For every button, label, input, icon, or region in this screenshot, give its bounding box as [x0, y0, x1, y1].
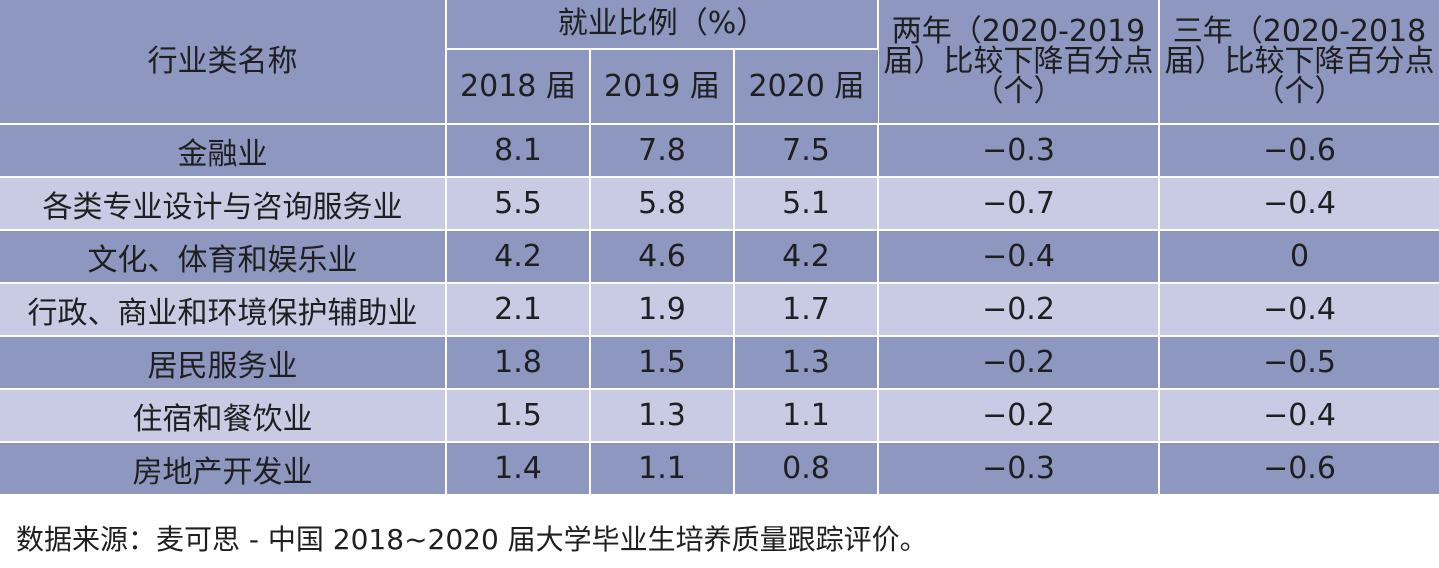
- table-header: 行业类名称 就业比例（%） 两年（2020-2019 届）比较下降百分点（个） …: [0, 0, 1439, 125]
- cell-two-year-change: −0.3: [878, 442, 1160, 496]
- table-body: 金融业 8.1 7.8 7.5 −0.3 −0.6 各类专业设计与咨询服务业 5…: [0, 124, 1439, 496]
- cell-2020: 1.3: [734, 336, 879, 390]
- header-employment-ratio: 就业比例（%）: [446, 0, 879, 50]
- table-row: 行政、商业和环境保护辅助业 2.1 1.9 1.7 −0.2 −0.4: [0, 283, 1439, 337]
- table-row: 住宿和餐饮业 1.5 1.3 1.1 −0.2 −0.4: [0, 389, 1439, 443]
- cell-2020: 1.7: [734, 283, 879, 337]
- header-year-2020: 2020 届: [734, 49, 878, 125]
- cell-2018: 1.5: [446, 389, 591, 443]
- cell-three-year-change: 0: [1159, 230, 1439, 284]
- header-row-2: 2018 届 2019 届 2020 届: [0, 49, 1439, 125]
- cell-two-year-change: −0.7: [878, 177, 1160, 231]
- table-row: 居民服务业 1.8 1.5 1.3 −0.2 −0.5: [0, 336, 1439, 390]
- cell-three-year-change: −0.6: [1159, 442, 1439, 496]
- cell-industry-name: 各类专业设计与咨询服务业: [0, 177, 447, 231]
- cell-industry-name: 金融业: [0, 124, 447, 178]
- table-row: 金融业 8.1 7.8 7.5 −0.3 −0.6: [0, 124, 1439, 178]
- header-two-year-comparison: 两年（2020-2019 届）比较下降百分点（个）: [878, 0, 1160, 125]
- cell-industry-name: 住宿和餐饮业: [0, 389, 447, 443]
- cell-2019: 4.6: [590, 230, 735, 284]
- cell-three-year-change: −0.4: [1159, 283, 1439, 337]
- header-year-2019: 2019 届: [590, 49, 735, 125]
- header-year-2018: 2018 届: [446, 49, 591, 125]
- cell-2020: 7.5: [734, 124, 879, 178]
- employment-ratio-table: 行业类名称 就业比例（%） 两年（2020-2019 届）比较下降百分点（个） …: [0, 0, 1439, 496]
- cell-two-year-change: −0.4: [878, 230, 1160, 284]
- cell-two-year-change: −0.2: [878, 389, 1160, 443]
- header-three-year-comparison: 三年（2020-2018 届）比较下降百分点（个）: [1159, 0, 1439, 125]
- table-row: 各类专业设计与咨询服务业 5.5 5.8 5.1 −0.7 −0.4: [0, 177, 1439, 231]
- cell-2018: 2.1: [446, 283, 591, 337]
- cell-two-year-change: −0.3: [878, 124, 1160, 178]
- cell-2020: 1.1: [734, 389, 879, 443]
- cell-2019: 1.1: [590, 442, 735, 496]
- cell-industry-name: 居民服务业: [0, 336, 447, 390]
- cell-2019: 1.9: [590, 283, 735, 337]
- cell-2018: 1.8: [446, 336, 591, 390]
- cell-2019: 1.5: [590, 336, 735, 390]
- cell-two-year-change: −0.2: [878, 283, 1160, 337]
- cell-2018: 4.2: [446, 230, 591, 284]
- data-source-note: 数据来源：麦可思 - 中国 2018~2020 届大学毕业生培养质量跟踪评价。: [16, 523, 928, 556]
- header-industry-name: 行业类名称: [0, 0, 447, 125]
- cell-2020: 0.8: [734, 442, 879, 496]
- header-row-1: 行业类名称 就业比例（%） 两年（2020-2019 届）比较下降百分点（个） …: [0, 0, 1439, 125]
- cell-three-year-change: −0.4: [1159, 177, 1439, 231]
- cell-2018: 1.4: [446, 442, 591, 496]
- cell-two-year-change: −0.2: [878, 336, 1160, 390]
- cell-three-year-change: −0.5: [1159, 336, 1439, 390]
- cell-three-year-change: −0.6: [1159, 124, 1439, 178]
- cell-industry-name: 文化、体育和娱乐业: [0, 230, 447, 284]
- cell-2019: 7.8: [590, 124, 735, 178]
- employment-ratio-table-container: 行业类名称 就业比例（%） 两年（2020-2019 届）比较下降百分点（个） …: [0, 0, 1439, 496]
- table-row: 房地产开发业 1.4 1.1 0.8 −0.3 −0.6: [0, 442, 1439, 496]
- cell-three-year-change: −0.4: [1159, 389, 1439, 443]
- cell-industry-name: 房地产开发业: [0, 442, 447, 496]
- cell-2019: 1.3: [590, 389, 735, 443]
- cell-2018: 5.5: [446, 177, 591, 231]
- cell-2020: 4.2: [734, 230, 879, 284]
- cell-2019: 5.8: [590, 177, 735, 231]
- cell-2018: 8.1: [446, 124, 591, 178]
- cell-industry-name: 行政、商业和环境保护辅助业: [0, 283, 447, 337]
- table-row: 文化、体育和娱乐业 4.2 4.6 4.2 −0.4 0: [0, 230, 1439, 284]
- cell-2020: 5.1: [734, 177, 879, 231]
